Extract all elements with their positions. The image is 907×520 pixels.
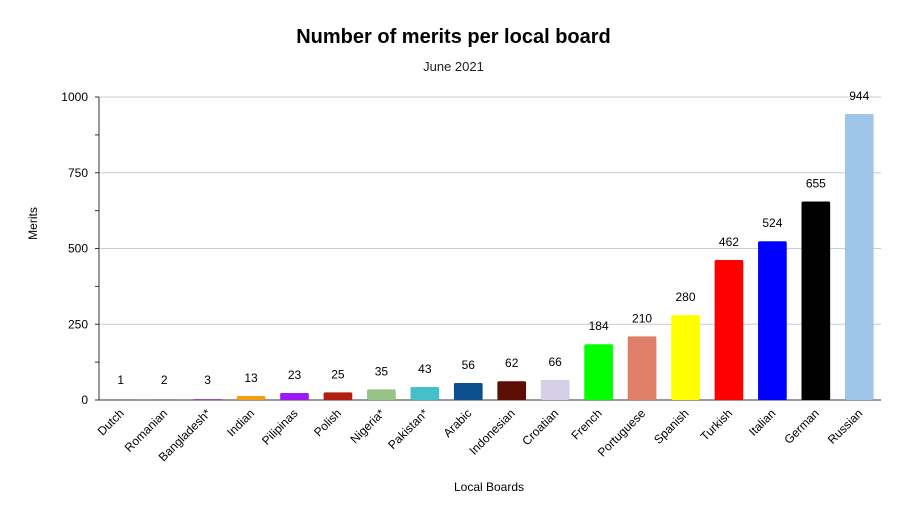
bar-pakistan	[410, 386, 440, 400]
data-label: 184	[589, 319, 609, 333]
x-tick-label: Pakistan*	[385, 406, 431, 452]
data-label: 66	[548, 355, 562, 369]
y-tick-label: 0	[81, 393, 88, 407]
x-tick-label: Pilipinas	[259, 406, 301, 448]
data-label: 524	[762, 216, 782, 230]
bar-romanian	[149, 399, 179, 400]
bar-italian	[758, 241, 787, 400]
data-label: 25	[331, 367, 345, 381]
data-label: 280	[675, 290, 695, 304]
y-tick-label: 500	[68, 242, 88, 256]
bar-russian	[844, 113, 874, 400]
bar-turkish	[714, 260, 744, 400]
y-tick-label: 750	[68, 166, 88, 180]
x-tick-label: Italian	[746, 406, 779, 439]
data-label: 43	[418, 362, 432, 376]
y-tick-label: 1000	[61, 90, 88, 104]
x-tick-label: Portuguese	[595, 406, 649, 460]
bar-bangladesh	[193, 399, 222, 400]
data-label: 23	[288, 368, 302, 382]
data-label: 944	[849, 89, 869, 103]
x-tick-label: Indian	[224, 406, 257, 439]
x-tick-label: Polish	[311, 406, 344, 439]
x-tick-label: Arabic	[440, 406, 474, 440]
bar-pilipinas	[280, 393, 309, 400]
y-axis-title: Merits	[26, 207, 40, 240]
chart-subtitle: June 2021	[423, 59, 484, 74]
bar-indian	[236, 396, 266, 400]
x-tick-label: German	[781, 406, 822, 447]
data-label: 3	[204, 373, 211, 387]
data-label: 56	[462, 358, 476, 372]
chart-title: Number of merits per local board	[296, 26, 611, 48]
x-tick-label: Spanish	[651, 406, 692, 447]
bar-german	[801, 201, 831, 400]
bar-french	[584, 344, 613, 400]
bar-polish	[323, 392, 353, 400]
data-label: 210	[632, 311, 652, 325]
bar-arabic	[453, 383, 483, 400]
data-label: 462	[719, 235, 739, 249]
data-label: 13	[244, 371, 258, 385]
y-tick-label: 250	[68, 317, 88, 331]
bar-portuguese	[627, 336, 657, 400]
x-tick-label: French	[568, 406, 604, 442]
bar-spanish	[671, 315, 700, 400]
x-tick-label: Russian	[825, 406, 866, 447]
data-label: 62	[505, 356, 519, 370]
bar-indonesian	[497, 381, 527, 400]
bar-croatian	[540, 380, 570, 400]
x-tick-label: Turkish	[698, 406, 735, 443]
x-tick-label: Croatian	[519, 406, 561, 448]
x-tick-label: Dutch	[95, 406, 127, 438]
data-label: 2	[161, 373, 168, 387]
data-label: 655	[806, 177, 826, 191]
data-label: 1	[117, 373, 124, 387]
x-axis-title: Local Boards	[454, 480, 524, 494]
x-tick-label: Nigeria*	[347, 406, 387, 446]
data-label: 35	[375, 364, 389, 378]
x-tick-label: Indonesian	[466, 406, 517, 457]
bar-nigeria	[367, 389, 396, 400]
